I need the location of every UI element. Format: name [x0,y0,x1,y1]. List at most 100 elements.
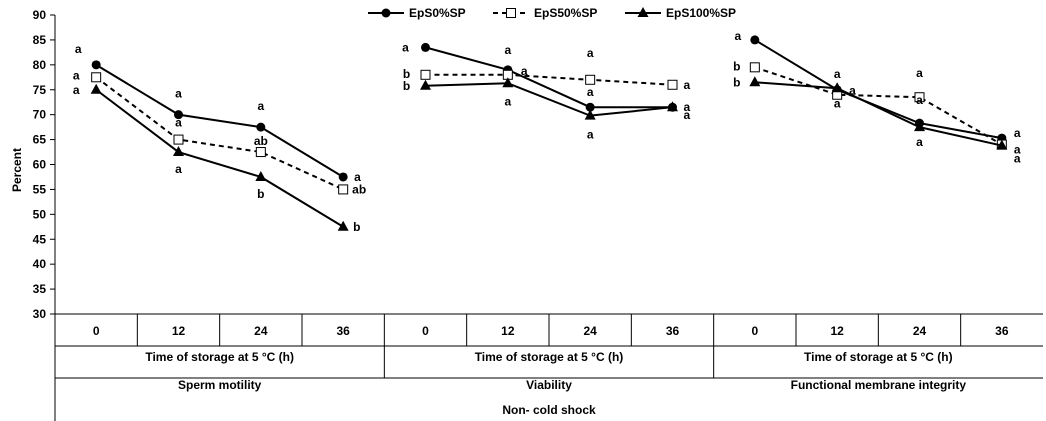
series-line-eps0pctsp [754,39,1003,140]
legend-label: EpS50%SP [534,6,597,20]
x-tick-label: 0 [751,324,758,338]
series-eps50pctsp-point [585,74,596,85]
significance-label: b [403,67,410,81]
significance-label: a [587,128,594,142]
series-line-eps100pctsp [95,88,344,228]
significance-label: a [587,46,594,60]
y-tick-label: 55 [33,182,47,196]
significance-label: a [734,29,741,43]
legend-point [637,7,649,17]
significance-label: ab [254,134,268,148]
series-eps100pctsp-point [337,220,349,231]
y-tick-label: 80 [33,58,47,72]
significance-label: a [1014,152,1021,166]
legend: EpS0%SP EpS50%SP EpS100%SP [368,6,736,20]
significance-label: b [257,187,264,201]
significance-label: b [353,220,360,234]
series-eps50pctsp-point [749,62,760,73]
significance-label: b [403,79,410,93]
significance-label: a [504,94,511,108]
significance-label: a [257,99,264,113]
outer-group-label: Non- cold shock [502,403,596,417]
series-eps0pctsp-point [91,60,101,70]
legend-point [506,8,516,18]
significance-label: a [175,162,182,176]
significance-label: a [73,68,80,82]
y-axis-label: Percent [10,148,24,192]
series-eps0pctsp-point [338,172,348,182]
legend-item: EpS100%SP [625,6,736,20]
x-tick-label: 12 [830,324,844,338]
series-eps50pctsp-point [255,147,266,158]
significance-label: a [684,100,691,114]
series-eps100pctsp-point [420,79,431,90]
series-eps100pctsp-point [996,139,1008,150]
series-eps100pctsp-point [255,170,267,181]
x-tick-label: 0 [93,324,100,338]
series-eps50pctsp-point [91,72,102,83]
series-line-eps0pctsp [95,63,344,178]
series-eps0pctsp-point [750,35,760,45]
series-line-eps100pctsp [754,81,1003,147]
significance-label: b [733,59,740,73]
x-tick-label: 12 [172,324,186,338]
series-line-eps50pctsp [95,76,344,191]
x-tick-label: 36 [995,324,1009,338]
series-eps50pctsp-point [667,79,678,90]
significance-label: a [684,78,691,92]
series-eps50pctsp-point [338,184,349,195]
series-line-eps50pctsp [754,66,1003,146]
significance-label: a [175,116,182,130]
significance-label: a [916,66,923,80]
y-tick-label: 85 [33,33,47,47]
x-tick-label: 36 [666,324,680,338]
significance-label: a [402,40,409,54]
series-eps100pctsp-point [90,83,102,94]
series-eps50pctsp-point [420,69,431,80]
series-eps100pctsp-point [502,77,514,88]
significance-label: ab [352,182,366,196]
panel-title: Functional membrane integrity [791,378,967,392]
legend-label: EpS100%SP [666,6,736,20]
y-tick-label: 75 [33,83,47,97]
legend-item: EpS0%SP [368,6,466,20]
x-axis-title: Time of storage at 5 °C (h) [804,350,953,364]
significance-label: a [684,108,691,122]
series-eps100pctsp-point [173,146,184,157]
y-tick-label: 50 [33,207,47,221]
series-eps0pctsp-point [421,42,430,52]
x-axis-title: Time of storage at 5 °C (h) [145,350,294,364]
significance-label: a [1014,126,1021,140]
x-tick-label: 24 [254,324,268,338]
y-tick-label: 65 [33,133,47,147]
axes: 30 35 40 45 50 55 60 65 70 75 80 85 90 0 12 24 36 Time of… [33,8,1043,421]
significance-label: a [73,83,80,97]
series-eps100pctsp-point [584,109,596,120]
series-eps0pctsp-point [174,110,183,120]
significance-label: a [834,96,841,110]
significance-label: a [75,42,82,56]
significance-label: a [834,67,841,81]
y-tick-label: 30 [33,307,47,321]
significance-label: a [1014,143,1021,157]
series-eps0pctsp-point [256,122,266,132]
y-tick-label: 40 [33,257,47,271]
y-tick-label: 45 [33,232,47,246]
series-eps100pctsp-point [914,121,925,132]
significance-label: a [587,85,594,99]
significance-label: a [916,135,923,149]
y-tick-label: 70 [33,108,47,122]
significance-label: a [916,93,923,107]
series-line-eps0pctsp [425,46,673,109]
y-tick-label: 60 [33,158,47,172]
y-tick-label: 35 [33,282,47,296]
significance-label: a [521,64,528,78]
legend-label: EpS0%SP [409,6,466,20]
panel-title: Viability [526,378,572,392]
x-tick-label: 36 [336,324,350,338]
significance-label: a [175,87,182,101]
legend-point [381,8,391,18]
x-tick-label: 24 [913,324,927,338]
